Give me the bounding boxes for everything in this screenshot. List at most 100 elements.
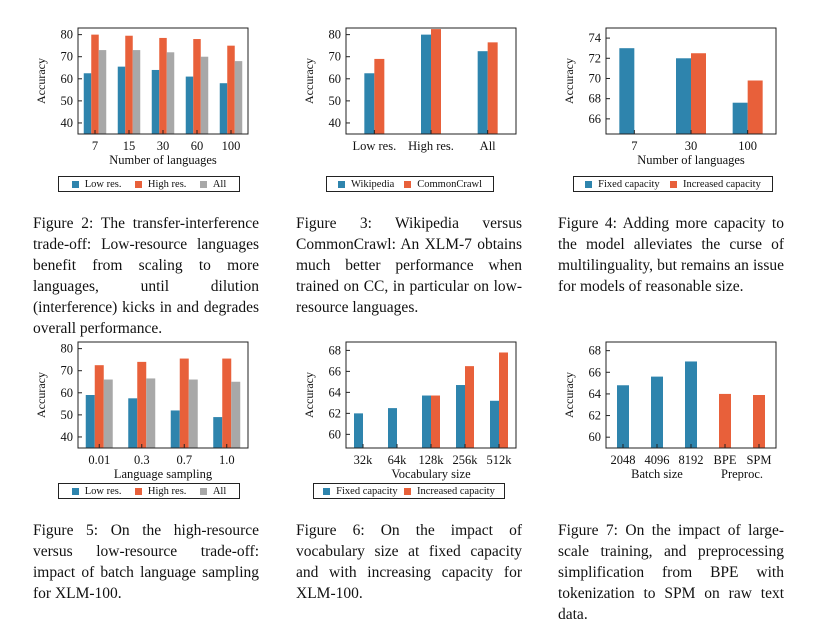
bar-all-100 [234,61,243,134]
y-tick-label: 74 [589,31,602,45]
y-tick-label: 60 [329,72,342,86]
bar-high-res-7 [91,34,99,134]
y-tick-label: 40 [329,116,342,130]
y-axis-label: Accuracy [34,372,48,418]
x-tick-label: All [480,139,497,153]
x-tick-label: 64k [388,453,408,467]
bar-low-res-1-0 [213,417,223,448]
x-tick-label: 7 [92,139,98,153]
legend-item-fixed-capacity: Fixed capacity [323,486,398,497]
x-tick-label: SPM [746,453,771,467]
figure-4-svg: 66 68 70 72 74 7 30 100 Accuracy Number of langua… [562,27,777,167]
legend-item-low-res: Low res. [71,179,121,190]
bar-low-res-60 [185,76,194,134]
bar-high-res-100 [227,45,235,134]
figure-7-chart: 60 62 64 66 68 2048 4096 8192 BPE SPM Accuracy Batc… [558,336,788,484]
y-tick-label: 60 [329,427,342,441]
bar-batch-4096 [651,376,663,448]
y-tick-label: 66 [329,364,342,378]
y-tick-label: 70 [589,71,602,85]
bar-all-30 [166,52,175,134]
figure-7-svg: 60 62 64 66 68 2048 4096 8192 BPE SPM Accuracy Batc… [562,341,777,481]
bar-fixed-capacity-64k [388,408,397,448]
bar-low-res-0-7 [170,410,180,448]
bar-fixed-capacity-30 [676,58,691,134]
y-tick-label: 62 [329,406,342,420]
legend-item-fixed-capacity: Fixed capacity [585,179,660,190]
x-axis-label: Number of languages [637,153,745,167]
bar-wikipedia-low-res [364,73,375,134]
bar-all-0-01 [103,379,113,448]
figure-3-svg: 40 50 60 70 80 Low res. High res. All Accuracy [302,27,517,153]
figure-4-caption: Figure 4: Adding more capacity to the mo… [558,215,784,295]
bar-all-0-3 [146,378,156,448]
figure-5-caption: Figure 5: On the high-resource versus lo… [33,522,259,602]
legend-item-all: All [199,486,226,497]
figure-4-legend: Fixed capacity Increased capacity [573,176,773,192]
plot-frame [77,341,249,449]
bar-fixed-capacity-128k [422,395,431,448]
bar-all-7 [98,50,107,134]
bar-all-1-0 [231,381,241,448]
legend-item-increased-capacity: Increased capacity [670,179,761,190]
x-tick-label: 128k [419,453,445,467]
x-tick-label: 256k [453,453,479,467]
y-tick-label: 62 [589,409,602,423]
bar-high-res-1-0 [222,358,232,448]
figure-4-chart: 66 68 70 72 74 7 30 100 Accuracy Number of langua… [558,22,788,172]
y-tick-label: 80 [61,28,74,42]
figure-6-chart: 60 62 64 66 68 32k 64k 128k 256k 512k Accuracy Voca… [298,336,528,484]
bar-low-res-100 [219,83,228,134]
y-tick-label: 50 [61,94,74,108]
x-axis-label: Number of languages [109,153,217,167]
y-tick-label: 70 [329,50,342,64]
bar-high-res-60 [193,39,201,134]
y-tick-label: 40 [61,116,74,130]
legend-item-high-res: High res. [134,486,186,497]
y-tick-label: 64 [589,387,602,401]
bar-increased-capacity-512k [499,352,508,448]
bar-increased-capacity-30 [691,53,706,134]
figure-5-legend: Low res. High res. All [58,483,240,499]
figure-5-chart: 40 50 60 70 80 0.01 0.3 0.7 1.0 Accuracy Language … [30,336,260,484]
x-axis-label: Language sampling [114,467,213,481]
y-axis-label: Accuracy [562,58,576,104]
figure-6-caption: Figure 6: On the impact of vocabulary si… [296,522,522,602]
y-tick-label: 60 [61,72,74,86]
bar-fixed-capacity-100 [732,102,748,134]
x-tick-label: High res. [408,139,454,153]
y-tick-label: 80 [329,28,342,42]
bar-low-res-7 [83,73,92,134]
x-tick-label: 8192 [679,453,704,467]
bar-fixed-capacity-32k [354,413,363,448]
bar-high-res-15 [125,35,133,134]
x-tick-label: 1.0 [219,453,235,467]
x-tick-label: 4096 [645,453,670,467]
x-tick-label: 100 [738,139,757,153]
x-tick-label: 60 [191,139,204,153]
legend-item-high-res: High res. [134,179,186,190]
bar-high-res-0-7 [179,358,189,448]
y-axis-label: Accuracy [302,58,316,104]
x-tick-label: 100 [222,139,241,153]
x-tick-label: 0.01 [88,453,110,467]
y-tick-label: 66 [589,112,602,126]
legend-item-increased-capacity: Increased capacity [404,486,495,497]
y-tick-label: 60 [61,386,74,400]
y-axis-label: Accuracy [302,372,316,418]
x-tick-label: 32k [354,453,374,467]
bar-fixed-capacity-256k [456,385,465,448]
bar-low-res-30 [151,69,160,134]
y-tick-label: 66 [589,365,602,379]
y-tick-label: 50 [329,94,342,108]
bar-preproc-spm [753,395,765,448]
bar-all-60 [200,56,209,135]
x-axis-label: Vocabulary size [391,467,471,481]
figure-2-svg: 40 50 60 70 80 7 15 30 60 100 Accuracy Number of la… [34,27,249,167]
x-tick-label: 30 [157,139,170,153]
x-axis-label: Batch size [631,467,683,481]
bar-all-15 [132,50,141,134]
bar-low-res-15 [117,66,126,134]
bar-fixed-capacity-512k [490,400,499,448]
figure-3-caption: Figure 3: Wikipedia versus CommonCrawl: … [296,215,522,316]
